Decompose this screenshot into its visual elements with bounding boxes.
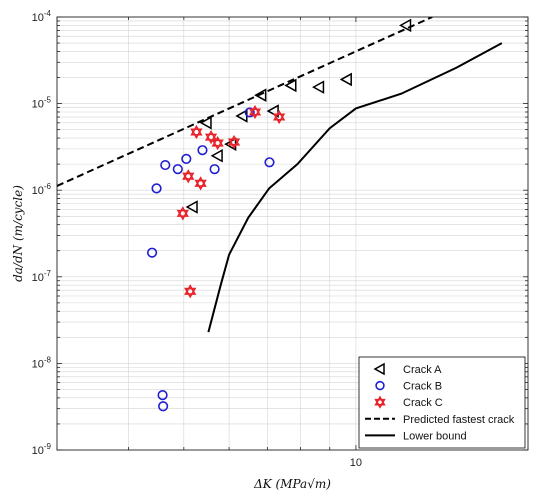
crack-a-marker bbox=[339, 72, 352, 87]
crack-c-marker bbox=[248, 104, 262, 120]
crack-c-marker bbox=[272, 109, 286, 125]
legend-swatch-crack-a bbox=[373, 362, 385, 376]
crack-a-marker bbox=[254, 88, 267, 102]
y-tick-label-exponent: -4 bbox=[44, 9, 52, 18]
y-tick-label: 10-8 bbox=[32, 355, 52, 370]
legend: Crack A Crack B Crack C Predicted fastest c… bbox=[358, 356, 526, 449]
crack-c-marker bbox=[374, 395, 386, 409]
legend-label-predicted-fastest-crack: Predicted fastest crack bbox=[403, 414, 515, 426]
y-tick-label-exponent: -8 bbox=[44, 355, 52, 364]
x-tick-label: 10 bbox=[350, 457, 362, 469]
scatter-series bbox=[146, 18, 412, 412]
legend-label-crack-c: Crack C bbox=[403, 397, 443, 409]
y-tick-label-exponent: -6 bbox=[44, 182, 52, 191]
crack-a-marker bbox=[210, 148, 223, 163]
crack-b-points bbox=[146, 107, 275, 412]
crack-a-marker bbox=[373, 362, 385, 376]
crack-c-marker bbox=[176, 206, 189, 221]
crack-b-marker bbox=[160, 159, 171, 171]
crack-c-marker bbox=[194, 176, 207, 191]
crack-b-marker bbox=[181, 153, 192, 164]
line-series bbox=[57, 17, 503, 333]
crack-a-marker bbox=[266, 104, 279, 118]
crack-c-marker bbox=[204, 130, 218, 145]
legend-box bbox=[358, 356, 526, 449]
crack-a-marker bbox=[311, 80, 325, 94]
legend-item-crack-b: Crack B bbox=[375, 380, 442, 393]
y-tick-label: 10-4 bbox=[32, 9, 52, 24]
y-tick-label: 10-5 bbox=[32, 96, 52, 111]
legend-label-lower-bound: Lower bound bbox=[403, 430, 467, 442]
legend-item-crack-a: Crack A bbox=[373, 362, 442, 376]
y-tick-label: 10-9 bbox=[32, 442, 52, 457]
x-axis-label: ΔK (MPa√m) bbox=[253, 477, 331, 491]
y-axis-label: da/dN (m/cycle) bbox=[11, 185, 25, 282]
crack-b-marker bbox=[244, 107, 255, 118]
y-tick-label-base: 10 bbox=[32, 12, 44, 24]
crack-b-marker bbox=[146, 247, 158, 258]
y-tick-label-base: 10 bbox=[32, 358, 44, 370]
predicted-fastest-crack-line bbox=[57, 17, 433, 187]
legend-item-crack-c: Crack C bbox=[374, 395, 443, 409]
crack-b-marker bbox=[157, 390, 168, 401]
legend-item-lower-bound: Lower bound bbox=[365, 430, 467, 442]
y-tick-label-base: 10 bbox=[32, 185, 44, 197]
crack-c-marker bbox=[211, 135, 224, 151]
crack-a-marker bbox=[199, 116, 212, 130]
crack-c-marker bbox=[227, 134, 241, 150]
crack-c-marker bbox=[184, 284, 197, 299]
crack-a-marker bbox=[399, 18, 412, 33]
crack-b-marker bbox=[151, 183, 162, 194]
y-tick-label-exponent: -7 bbox=[44, 269, 52, 278]
crack-a-points bbox=[185, 18, 412, 214]
legend-label-crack-b: Crack B bbox=[403, 381, 442, 393]
legend-item-predicted-fastest-crack: Predicted fastest crack bbox=[365, 414, 515, 426]
legend-swatch-crack-b bbox=[375, 380, 385, 391]
legend-swatch-crack-c bbox=[374, 395, 386, 409]
y-tick-label-base: 10 bbox=[32, 99, 44, 111]
y-tick-label-exponent: -5 bbox=[44, 96, 52, 105]
crack-b-marker bbox=[197, 145, 208, 156]
crack-a-marker bbox=[185, 200, 198, 214]
axis-ticks: 10-910-810-710-610-510-410 bbox=[32, 9, 529, 469]
y-tick-label-exponent: -9 bbox=[44, 442, 52, 451]
crack-a-marker bbox=[284, 78, 297, 93]
crack-c-points bbox=[176, 104, 286, 299]
y-tick-label-base: 10 bbox=[32, 272, 44, 284]
y-tick-label: 10-7 bbox=[32, 269, 52, 284]
crack-c-marker bbox=[190, 124, 203, 140]
crack-b-marker bbox=[375, 380, 385, 391]
y-tick-label: 10-6 bbox=[32, 182, 52, 197]
crack-b-marker bbox=[158, 401, 169, 412]
lower-bound-line bbox=[207, 42, 503, 333]
plot-frame bbox=[56, 16, 529, 451]
y-tick-label-base: 10 bbox=[32, 445, 44, 457]
crack-b-marker bbox=[172, 164, 183, 175]
crack-c-marker bbox=[182, 169, 195, 184]
crack-b-marker bbox=[264, 157, 275, 168]
legend-label-crack-a: Crack A bbox=[403, 364, 442, 376]
crack-b-marker bbox=[209, 164, 220, 175]
